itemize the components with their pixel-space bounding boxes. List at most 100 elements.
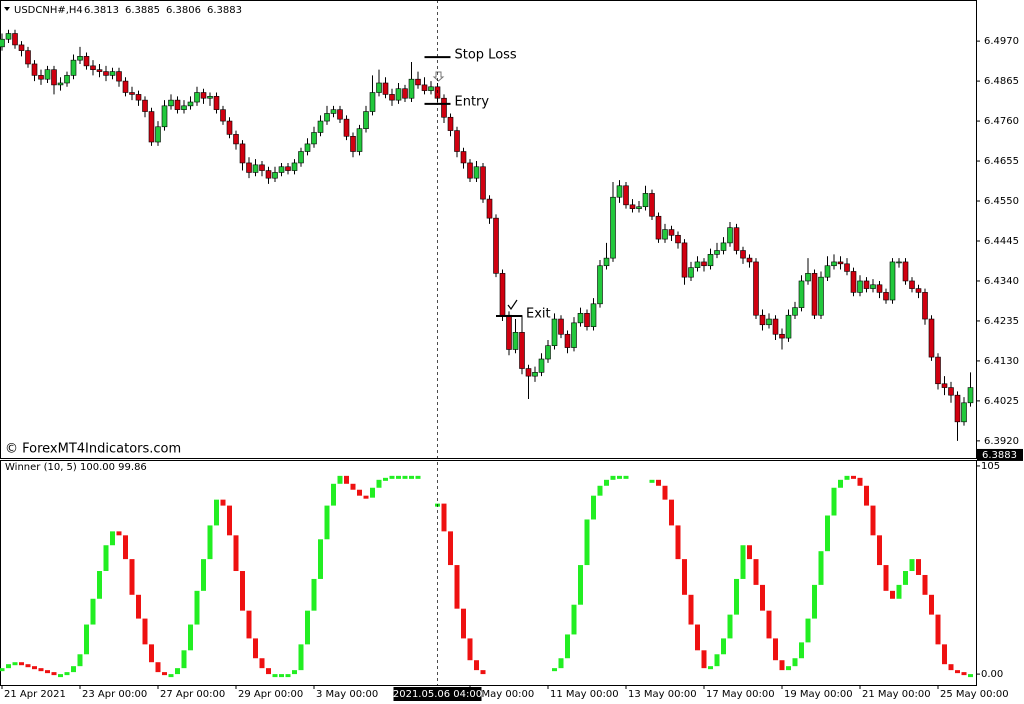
indicator-bar <box>116 531 122 536</box>
indicator-bar <box>149 644 154 663</box>
candle-body <box>285 166 291 171</box>
indicator-bar <box>12 662 18 666</box>
indicator-bar <box>909 559 915 572</box>
indicator-bar <box>968 674 973 678</box>
candle-body <box>571 322 577 348</box>
candle-body <box>577 313 584 324</box>
candle-body <box>220 109 226 122</box>
candle-body <box>480 166 486 200</box>
candle-body <box>278 166 285 173</box>
indicator-title: Winner (10, 5) 100.00 99.86 <box>5 462 147 473</box>
menu-arrow[interactable] <box>4 7 10 11</box>
indicator-bar <box>474 660 479 671</box>
candle-body <box>688 267 694 278</box>
indicator-bar <box>370 487 375 498</box>
exit-check-icon <box>507 299 518 311</box>
candle-body <box>727 227 733 244</box>
candle-body <box>870 284 876 289</box>
candle-body <box>538 358 545 373</box>
candle-body <box>506 314 512 350</box>
indicator-bar <box>890 590 895 599</box>
indicator-bar <box>175 668 180 675</box>
indicator-bar <box>214 499 219 526</box>
indicator-bar <box>948 664 954 671</box>
indicator-bar <box>25 664 31 668</box>
candle-body <box>629 204 636 209</box>
indicator-bar <box>682 559 687 595</box>
candle-body <box>259 164 265 171</box>
indicator-bar <box>207 525 213 560</box>
x-tick-label: 23 Apr 00:00 <box>82 689 147 700</box>
indicator-bar <box>454 565 460 609</box>
current-price-label: 6.3883 <box>982 450 1017 461</box>
candle-body <box>96 69 103 72</box>
candle-body <box>57 82 64 86</box>
candle-body <box>655 215 662 240</box>
candle-body <box>623 185 629 206</box>
candle-body <box>876 284 883 293</box>
indicator-bar <box>558 658 564 669</box>
indicator-bar <box>45 670 50 674</box>
indicator-bar <box>779 660 785 671</box>
candle-body <box>135 94 142 101</box>
y-tick-label: 6.3920 <box>984 436 1019 447</box>
arrow-icon <box>432 71 445 82</box>
indicator-bar <box>896 584 902 599</box>
indicator-bar <box>617 475 622 479</box>
indicator-bar <box>955 670 960 674</box>
candle-body <box>824 265 831 278</box>
indicator-bar <box>942 644 947 665</box>
y-tick-label: 6.4445 <box>984 236 1019 247</box>
indicator-bar <box>870 505 876 536</box>
current-price-box <box>977 448 1023 461</box>
candle-body <box>642 193 649 208</box>
y-tick-label: 6.4235 <box>984 316 1019 327</box>
indicator-bar <box>721 638 726 655</box>
indicator-bar <box>188 624 193 651</box>
candle-body <box>233 134 239 145</box>
candle-body <box>174 99 181 110</box>
indicator-bar <box>740 545 746 579</box>
indicator-bar <box>760 584 765 611</box>
indicator-bar <box>961 672 967 676</box>
candle-body <box>207 96 213 99</box>
indicator-bar <box>747 545 752 560</box>
candle-body <box>740 250 746 259</box>
candle-body <box>239 143 246 164</box>
x-tick-label: 19 May 00:00 <box>784 689 853 700</box>
candle-body <box>109 71 116 76</box>
candle-body <box>948 387 954 396</box>
indicator-bar <box>155 662 161 673</box>
candle-body <box>155 126 161 143</box>
candle-body <box>961 402 967 423</box>
candle-body <box>460 151 467 164</box>
indicator-bar <box>233 535 239 572</box>
indicator-bar <box>571 604 577 635</box>
candle-body <box>486 198 493 219</box>
price-panel <box>0 0 977 459</box>
candle-body <box>350 135 356 152</box>
indicator-bar <box>402 475 408 479</box>
candle-body <box>603 257 610 267</box>
candle-body <box>298 151 304 164</box>
candle-body <box>168 99 174 107</box>
candle-body <box>18 44 25 51</box>
candle-body <box>200 92 207 99</box>
indicator-panel <box>0 460 977 686</box>
candle-body <box>720 242 727 251</box>
y-tick-label: 6.4130 <box>984 356 1019 367</box>
candle-body <box>70 59 77 76</box>
candle-body <box>545 345 551 360</box>
indicator-bar <box>51 672 57 676</box>
candle-body <box>337 109 343 120</box>
candle-body <box>837 261 844 265</box>
indicator-bar <box>857 477 863 486</box>
candle-body <box>733 227 740 251</box>
indicator-bar <box>818 551 824 585</box>
indicator-bar <box>337 475 343 484</box>
candle-body <box>558 318 564 335</box>
candle-body <box>129 92 135 95</box>
candle-body <box>954 394 961 423</box>
indicator-bar <box>123 535 128 560</box>
indicator-bar <box>916 559 921 575</box>
